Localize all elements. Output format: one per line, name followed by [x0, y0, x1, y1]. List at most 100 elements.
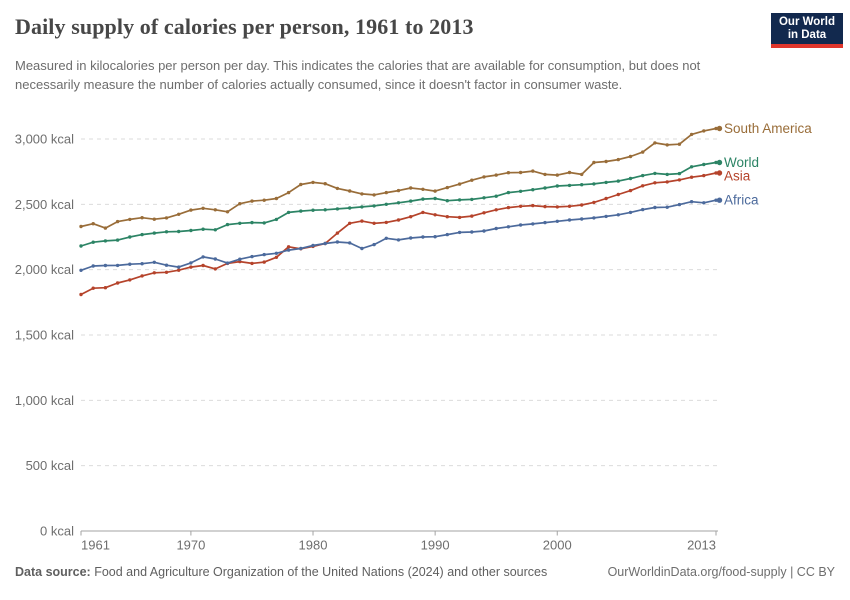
y-tick-label: 2,500 kcal — [15, 197, 74, 212]
data-point — [531, 169, 535, 173]
legend-label-asia[interactable]: Asia — [724, 169, 751, 184]
data-point — [115, 281, 120, 285]
data-point — [323, 241, 327, 246]
legend-label-africa[interactable]: Africa — [724, 193, 759, 208]
series-line-africa[interactable] — [80, 199, 721, 272]
chart-footer: Data source: Food and Agriculture Organi… — [15, 565, 835, 579]
data-point — [177, 212, 181, 216]
data-point — [79, 224, 83, 229]
data-point — [641, 207, 645, 212]
data-point — [677, 142, 682, 146]
data-point — [238, 221, 242, 225]
data-point — [421, 235, 425, 239]
data-point — [262, 252, 266, 257]
data-point — [79, 292, 83, 297]
data-point — [653, 171, 657, 176]
data-point — [457, 182, 462, 186]
data-point — [225, 222, 230, 227]
data-point — [396, 188, 401, 193]
footer-link[interactable]: OurWorldinData.org/food-supply | CC BY — [607, 565, 835, 579]
data-point — [641, 173, 645, 178]
data-point — [140, 274, 144, 278]
y-tick-label: 2,000 kcal — [15, 262, 74, 277]
y-tick-label: 1,500 kcal — [15, 328, 74, 343]
legend-label-south-america[interactable]: South America — [724, 121, 812, 136]
data-point — [164, 263, 169, 267]
data-point — [384, 190, 388, 195]
data-point — [580, 217, 584, 221]
data-point — [409, 186, 413, 190]
data-point — [103, 263, 108, 268]
data-point — [543, 204, 547, 209]
data-point — [433, 235, 437, 239]
data-point — [79, 268, 83, 272]
series-line-asia[interactable] — [80, 172, 721, 296]
legend-label-world[interactable]: World — [724, 155, 759, 170]
data-point — [470, 214, 474, 218]
data-point — [445, 185, 449, 190]
data-point — [348, 189, 352, 193]
data-point — [494, 173, 498, 177]
data-point — [91, 286, 95, 290]
owid-logo-stripe — [771, 44, 843, 48]
owid-logo-line2: in Data — [787, 29, 827, 41]
data-point — [152, 231, 156, 235]
data-point — [543, 220, 547, 225]
data-point — [628, 210, 633, 215]
data-point — [286, 248, 291, 252]
data-point — [79, 244, 83, 248]
data-point — [592, 182, 596, 186]
data-point — [396, 238, 401, 242]
data-point — [702, 201, 706, 205]
data-point — [506, 190, 511, 195]
data-point — [555, 184, 559, 188]
data-point — [384, 202, 388, 206]
data-point — [421, 210, 425, 215]
owid-logo[interactable]: Our World in Data — [771, 13, 843, 48]
data-point — [555, 173, 559, 177]
gridlines — [81, 138, 718, 532]
data-point — [201, 263, 205, 268]
data-point — [177, 268, 181, 272]
data-point — [396, 201, 401, 205]
data-point — [286, 210, 291, 215]
data-point — [360, 192, 364, 196]
data-point — [616, 157, 620, 162]
data-point — [115, 263, 120, 268]
data-point — [274, 217, 279, 222]
y-axis-labels: 0 kcal 500 kcal 1,000 kcal 1,500 kcal 2,000 … — [15, 132, 74, 539]
data-point — [238, 259, 242, 264]
data-point — [360, 205, 364, 209]
series-world — [79, 159, 723, 248]
data-source: Data source: Food and Agriculture Organi… — [15, 565, 547, 579]
data-point — [604, 214, 608, 219]
data-point — [189, 265, 193, 269]
x-tick-label: 2000 — [543, 538, 572, 553]
data-point — [409, 199, 413, 203]
data-point — [616, 192, 620, 197]
data-point — [348, 221, 352, 225]
data-point — [653, 181, 657, 185]
series-line-world[interactable] — [80, 161, 721, 247]
data-point — [335, 186, 340, 191]
data-point — [213, 267, 217, 271]
data-point — [250, 220, 254, 225]
data-point — [702, 173, 706, 178]
data-point — [384, 236, 388, 240]
data-point — [177, 265, 181, 269]
data-point — [555, 219, 559, 223]
data-point — [433, 213, 437, 217]
data-point — [433, 196, 437, 201]
y-tick-label: 3,000 kcal — [15, 132, 74, 147]
data-point — [213, 257, 217, 261]
data-point — [213, 208, 217, 212]
data-point — [531, 203, 535, 208]
data-point — [262, 260, 266, 264]
series-line-south-america[interactable] — [80, 127, 721, 229]
data-point — [470, 178, 474, 182]
data-point — [213, 228, 217, 232]
data-point — [274, 251, 279, 255]
data-point — [494, 208, 498, 212]
data-point — [470, 230, 474, 234]
